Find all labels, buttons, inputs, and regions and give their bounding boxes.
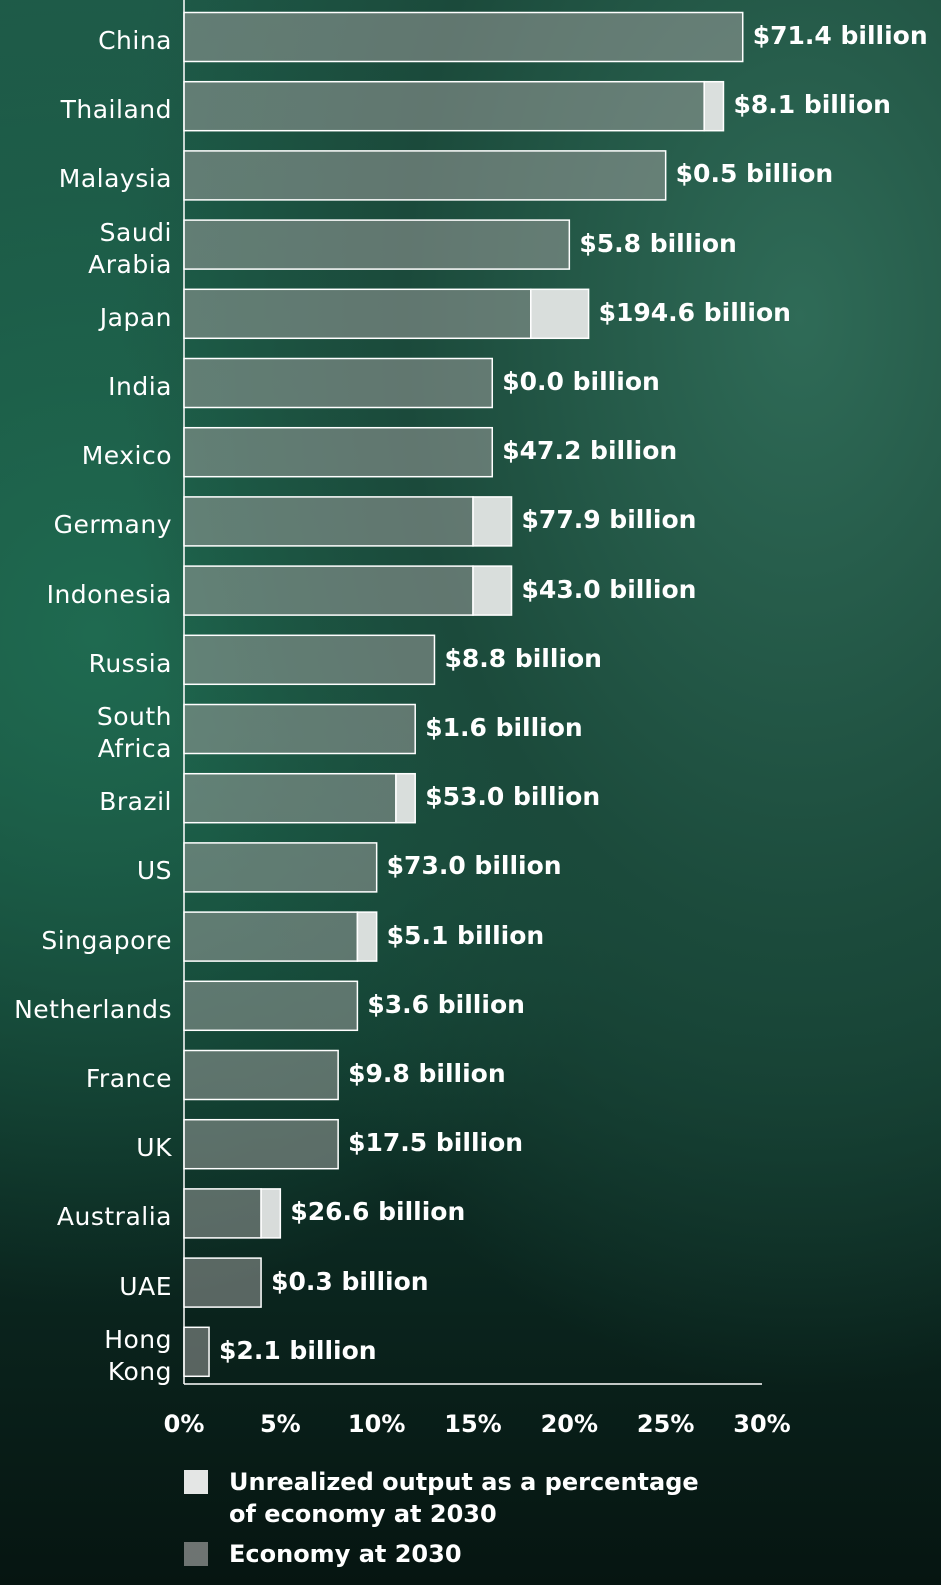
bar-annotation: $8.1 billion (733, 90, 891, 120)
bar-annotation: $17.5 billion (348, 1128, 524, 1158)
bar-annotation: $8.8 billion (444, 643, 602, 673)
bar-annotation: $71.4 billion (752, 21, 928, 50)
x-tick-label: 25% (636, 1410, 695, 1438)
bar-segment (183, 1118, 339, 1170)
y-tick-label: South Africa (96, 702, 172, 763)
x-tick-label: 15% (444, 1410, 502, 1438)
y-tick-label: UK (136, 1133, 172, 1163)
bar-segment (183, 426, 494, 478)
bar-segment (260, 1188, 282, 1239)
legend-swatch (184, 1470, 208, 1494)
bar-annotation: $194.6 billion (598, 297, 791, 327)
y-tick-label: Saudi Arabia (88, 217, 172, 279)
bar-annotation: $3.6 billion (367, 989, 525, 1019)
bar-segment (472, 496, 513, 547)
bar-segment (183, 1326, 210, 1378)
x-tick-label: 30% (733, 1410, 791, 1438)
bar-segment (472, 565, 513, 616)
legend-label: Economy at 2030 (229, 1540, 462, 1568)
bar-annotation: $43.0 billion (521, 574, 697, 604)
bar-annotation: $0.3 billion (271, 1266, 429, 1296)
y-tick-label: Australia (56, 1202, 172, 1232)
bar-annotation: $2.1 billion (219, 1335, 377, 1365)
bar-segment (183, 219, 571, 270)
bar-segment (183, 11, 744, 63)
bar-segment (703, 80, 725, 132)
y-tick-label: Germany (53, 510, 172, 540)
bar-segment (395, 772, 416, 824)
bar-annotation: $0.0 billion (502, 367, 660, 396)
bar-segment (183, 980, 359, 1032)
bar-annotation: $5.1 billion (386, 920, 545, 950)
legend-label: Unrealized output as a percentage of eco… (229, 1468, 699, 1528)
bar-annotation: $26.6 billion (290, 1197, 466, 1227)
bar-annotation: $9.8 billion (348, 1059, 506, 1088)
y-tick-label: US (136, 856, 172, 886)
bar-segment (183, 911, 359, 962)
y-tick-label: Russia (88, 648, 172, 678)
bar-segment (183, 150, 667, 201)
bar-annotation: $5.8 billion (579, 228, 737, 258)
y-tick-label: France (85, 1064, 172, 1093)
x-tick-label: 10% (347, 1410, 406, 1438)
bar-segment (183, 496, 474, 547)
y-tick-label: Japan (99, 302, 172, 332)
y-tick-label: Indonesia (46, 579, 172, 609)
bar-segment (183, 634, 436, 686)
y-tick-label: Malaysia (58, 164, 172, 194)
bar-segment (183, 357, 494, 409)
x-tick-label: 5% (259, 1410, 301, 1438)
bar-segment (183, 703, 416, 755)
legend-swatch (184, 1542, 208, 1566)
bar-annotation: $1.6 billion (425, 713, 583, 742)
bar-annotation: $73.0 billion (386, 851, 562, 881)
y-tick-label: Thailand (60, 95, 172, 125)
bar-segment (183, 772, 397, 824)
bar-segment (183, 1257, 262, 1308)
y-tick-label: China (98, 26, 172, 55)
bar-segment (356, 911, 378, 962)
y-tick-label: UAE (119, 1271, 172, 1301)
bar-segment (183, 80, 705, 132)
bar-segment (530, 288, 590, 340)
bar-annotation: $47.2 billion (502, 436, 678, 466)
x-tick-label: 0% (163, 1410, 205, 1438)
y-tick-label: Netherlands (14, 994, 172, 1024)
bar-annotation: $0.5 billion (675, 159, 834, 189)
y-tick-label: Mexico (81, 441, 172, 471)
bar-segment (183, 1188, 262, 1239)
bar-segment (183, 565, 474, 616)
bar-segment (183, 842, 378, 893)
y-tick-label: Singapore (41, 925, 172, 955)
bar-annotation: $77.9 billion (521, 505, 697, 535)
y-tick-label: Hong Kong (104, 1324, 172, 1386)
x-tick-label: 20% (540, 1410, 599, 1438)
y-tick-label: India (108, 372, 172, 401)
bar-segment (183, 288, 532, 340)
y-tick-label: Brazil (99, 787, 172, 817)
bar-annotation: $53.0 billion (425, 782, 601, 812)
bar-segment (183, 1049, 339, 1101)
